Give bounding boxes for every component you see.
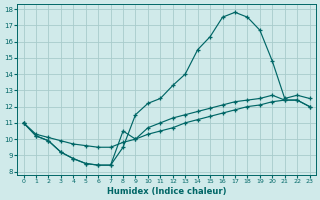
X-axis label: Humidex (Indice chaleur): Humidex (Indice chaleur): [107, 187, 226, 196]
